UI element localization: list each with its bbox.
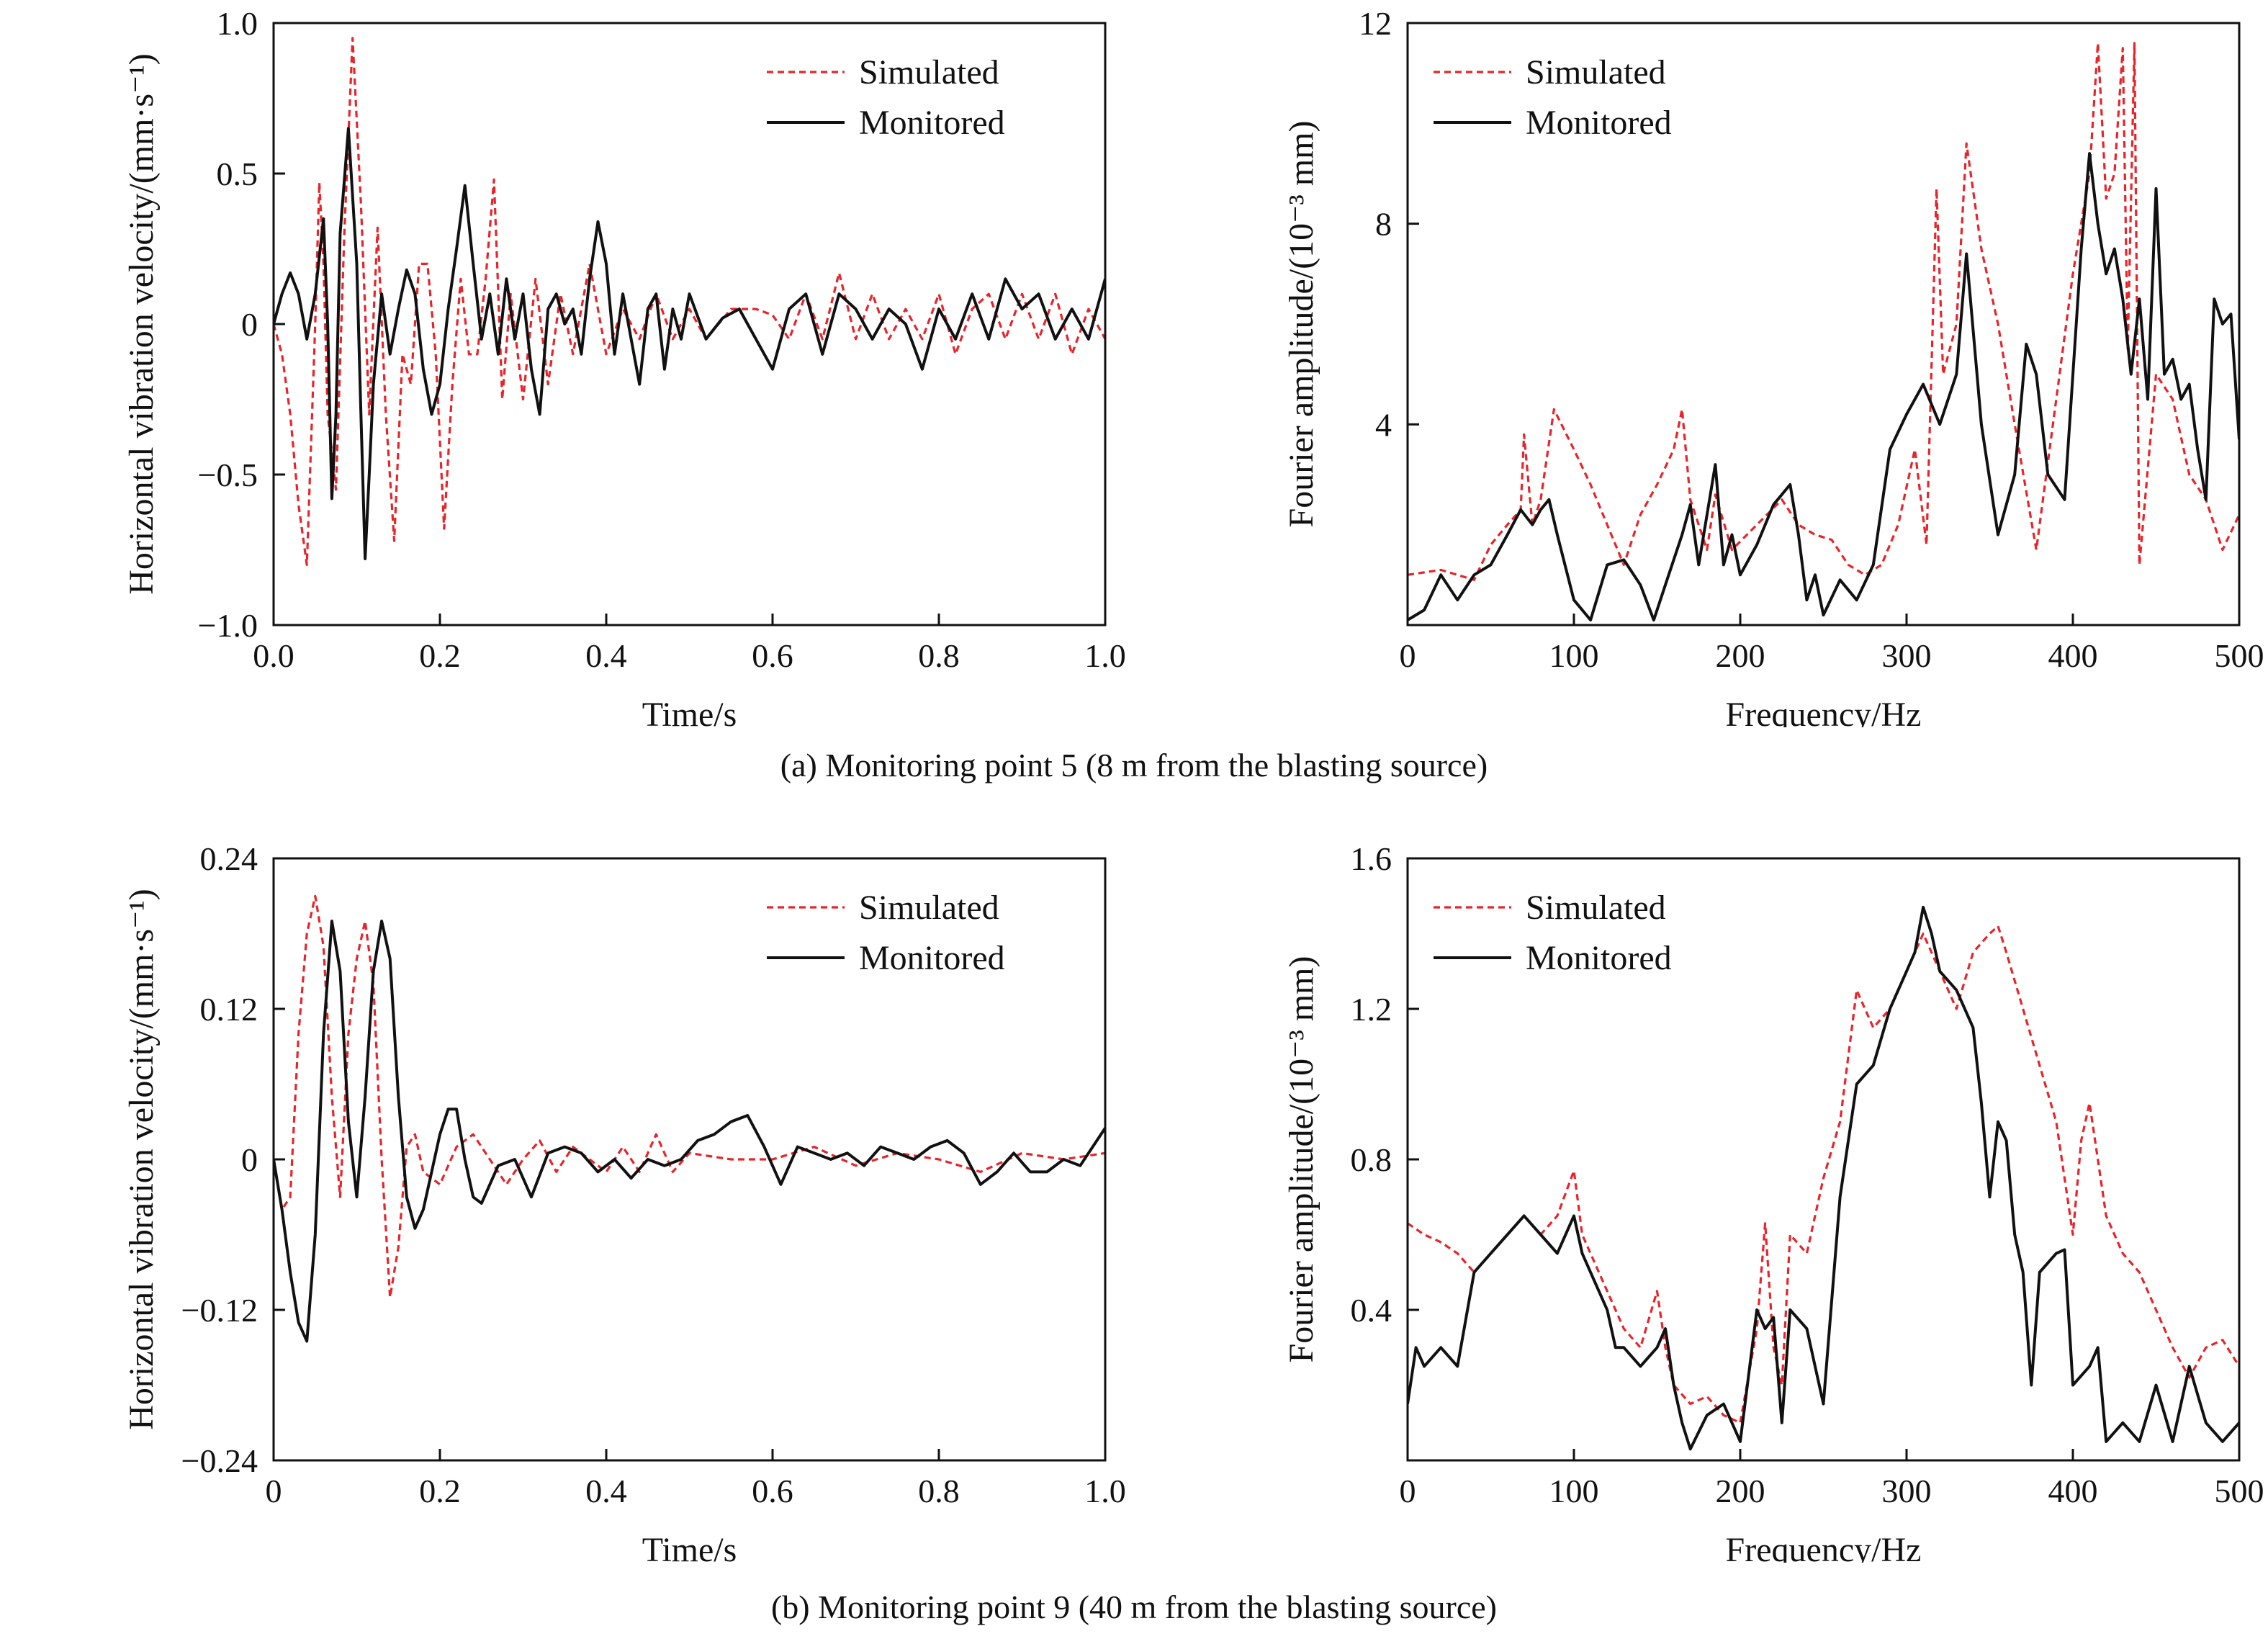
x-tick-label: 0.4 [585, 1473, 627, 1509]
x-axis-label: Frequency/Hz [1726, 696, 1922, 727]
x-tick-label: 0.2 [419, 1473, 461, 1509]
x-tick-label: 200 [1716, 1473, 1765, 1509]
plot-frame [1406, 22, 2241, 626]
x-axis-label: Time/s [642, 1531, 737, 1563]
caption-b: (b) Monitoring point 9 (40 m from the bl… [770, 1589, 1497, 1625]
chart-b-freq-svg: 0 100 200 300 400 500 0.4 0.8 1.2 1.6 Frequency/Hz… [1282, 840, 2264, 1569]
x-tick-label: 200 [1716, 637, 1765, 674]
legend-label-monitored: Monitored [1526, 939, 1672, 977]
y-tick-label: 0.5 [217, 156, 258, 192]
legend-label-monitored: Monitored [859, 104, 1005, 142]
x-tick-label: 1.0 [1084, 637, 1126, 674]
y-axis-label: Fourier amplitude/(10⁻³ mm) [1282, 956, 1320, 1363]
y-tick-label: −0.5 [198, 457, 258, 493]
x-tick-label: 500 [2215, 637, 2264, 674]
x-tick-label: 0 [1400, 1473, 1416, 1509]
chart-a-freq: 0 100 200 300 400 500 4 8 12 Frequency/Hz Fourier … [1134, 0, 2268, 734]
x-tick-label: 300 [1882, 637, 1932, 674]
x-tick-label: 0.8 [918, 637, 960, 674]
legend-label-simulated: Simulated [859, 889, 999, 927]
x-axis-label: Frequency/Hz [1726, 1531, 1922, 1563]
chart-b-time: 0 0.2 0.4 0.6 0.8 1.0 −0.24 −0.12 0 0.12 0.24 Time/… [0, 835, 1134, 1569]
x-tick-label: 300 [1882, 1473, 1932, 1509]
y-tick-label: 0.12 [200, 991, 258, 1028]
y-tick-label: 1.6 [1351, 840, 1392, 877]
y-tick-label: 0.8 [1351, 1141, 1392, 1178]
y-tick-label: −0.12 [181, 1292, 258, 1329]
y-tick-label: 1.2 [1351, 991, 1392, 1028]
x-tick-label: 1.0 [1084, 1473, 1126, 1509]
x-tick-label: 0.2 [419, 637, 461, 674]
x-tick-label: 100 [1549, 1473, 1599, 1509]
chart-a-time-svg: 0.0 0.2 0.4 0.6 0.8 1.0 −1.0 −0.5 0 0.5 1.0 Time/s H… [122, 5, 1126, 734]
series-line-simulated [1408, 42, 2239, 581]
legend-label-simulated: Simulated [1526, 53, 1666, 91]
legend-label-simulated: Simulated [1526, 889, 1666, 927]
x-tick-label: 0 [1400, 637, 1416, 674]
x-tick-label: 0.0 [253, 637, 294, 674]
x-tick-label: 400 [2048, 637, 2098, 674]
y-axis-label: Horizontal vibration velocity/(mm·s⁻¹) [122, 889, 161, 1430]
y-tick-label: 1.0 [217, 5, 258, 42]
y-tick-label: −0.24 [181, 1442, 258, 1479]
series-line-simulated [1408, 925, 2239, 1424]
chart-a-freq-svg: 0 100 200 300 400 500 4 8 12 Frequency/Hz Fourier … [1282, 5, 2264, 734]
series-line-monitored [274, 127, 1105, 560]
series-line-simulated [274, 894, 1105, 1299]
y-tick-label: 0.4 [1351, 1292, 1392, 1329]
series-line-simulated [274, 37, 1105, 567]
chart-b-time-svg: 0 0.2 0.4 0.6 0.8 1.0 −0.24 −0.12 0 0.12 0.24 Time/… [122, 840, 1126, 1569]
x-tick-label: 0.6 [752, 1473, 793, 1509]
caption-a: (a) Monitoring point 5 (8 m from the bla… [780, 747, 1488, 783]
series-line-monitored [1408, 152, 2239, 621]
legend-label-monitored: Monitored [1526, 104, 1672, 142]
series-line-monitored [274, 920, 1105, 1343]
y-axis-label: Fourier amplitude/(10⁻³ mm) [1282, 121, 1320, 528]
y-tick-label: 12 [1359, 5, 1392, 42]
y-tick-label: 8 [1375, 206, 1392, 243]
y-tick-label: 0 [241, 306, 258, 343]
x-tick-label: 100 [1549, 637, 1599, 674]
y-axis-label: Horizontal vibration velocity/(mm·s⁻¹) [122, 53, 161, 595]
x-axis-label: Time/s [642, 696, 737, 727]
series-line-monitored [1408, 905, 2239, 1451]
legend-label-monitored: Monitored [859, 939, 1005, 977]
y-tick-label: 0 [241, 1141, 258, 1178]
chart-a-time: 0.0 0.2 0.4 0.6 0.8 1.0 −1.0 −0.5 0 0.5 1.0 Time/s H… [0, 0, 1134, 734]
y-tick-label: 4 [1375, 406, 1392, 443]
y-tick-label: 0.24 [200, 840, 258, 877]
x-tick-label: 0.8 [918, 1473, 960, 1509]
x-tick-label: 0.4 [585, 637, 627, 674]
x-tick-label: 0 [266, 1473, 282, 1509]
x-tick-label: 500 [2215, 1473, 2264, 1509]
y-tick-label: −1.0 [198, 607, 258, 644]
x-tick-label: 0.6 [752, 637, 793, 674]
legend-label-simulated: Simulated [859, 53, 999, 91]
x-tick-label: 400 [2048, 1473, 2098, 1509]
chart-b-freq: 0 100 200 300 400 500 0.4 0.8 1.2 1.6 Frequency/Hz… [1134, 835, 2268, 1569]
